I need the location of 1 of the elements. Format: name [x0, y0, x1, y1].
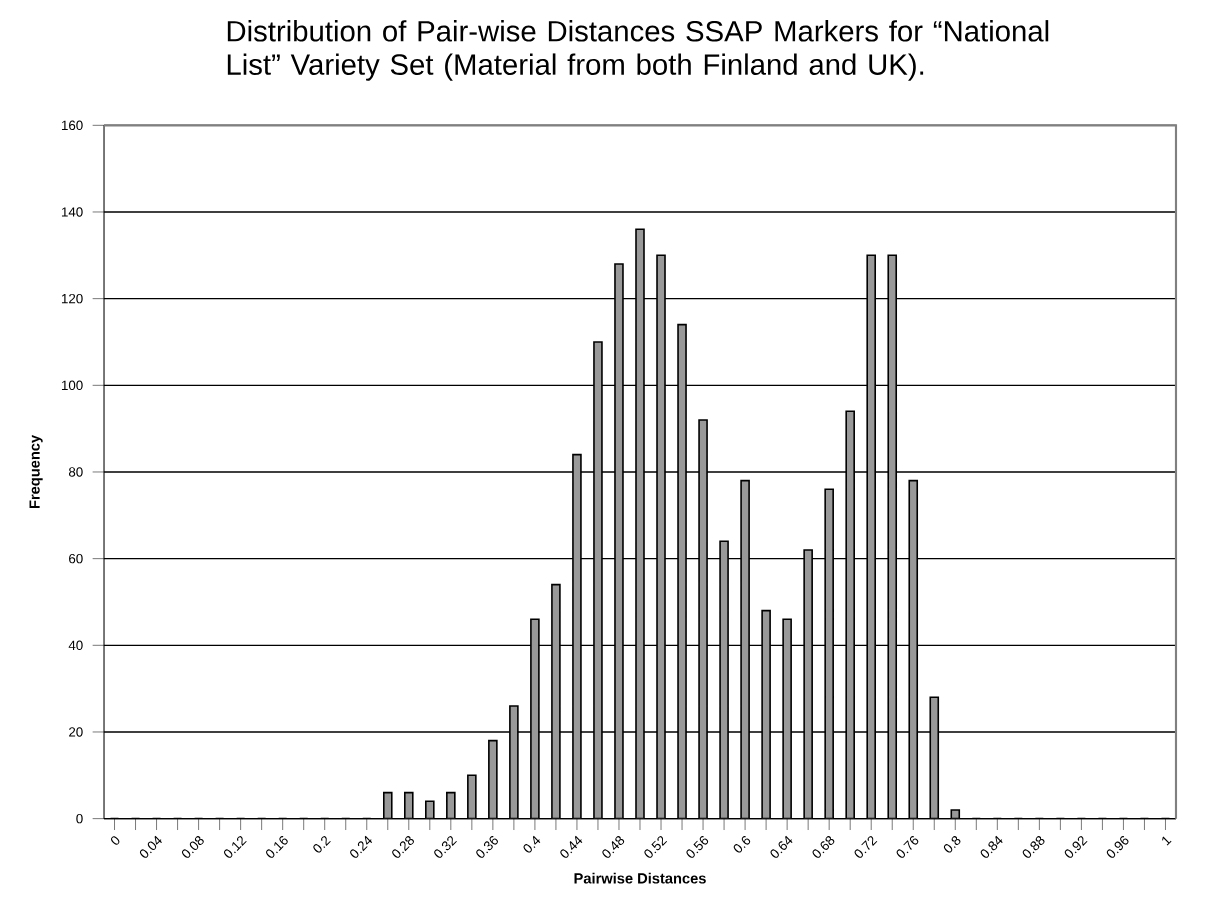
chart-title: Distribution of Pair-wise Distances SSAP Markers for “National List” Variety Set (Material from both Finland and UK).	[227, 20, 1049, 81]
